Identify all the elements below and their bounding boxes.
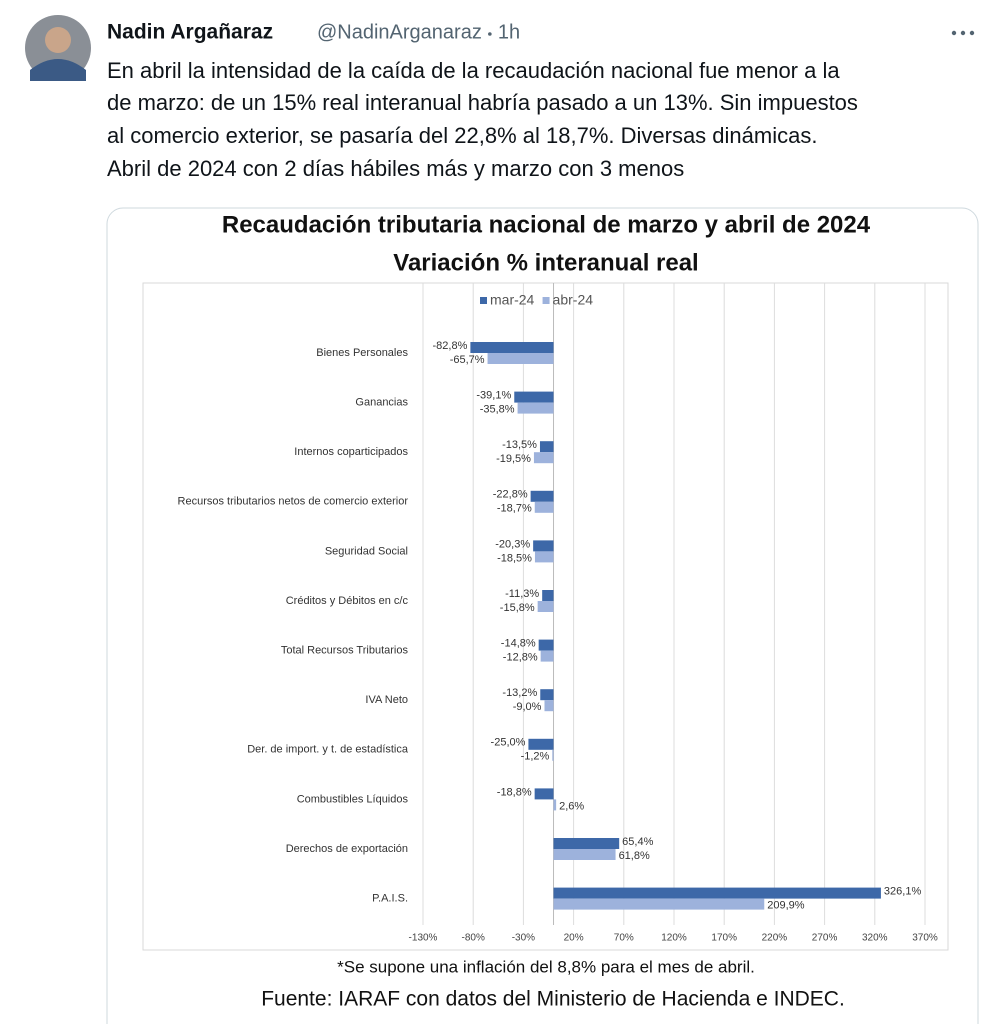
value-label: -65,7% [450,354,485,366]
value-label: -18,8% [497,786,532,798]
value-label: -20,3% [495,538,530,550]
value-label: -13,2% [502,687,537,699]
category-label: Total Recursos Tributarios [281,645,409,657]
bar [537,601,554,612]
value-label: -12,8% [503,652,538,664]
legend-swatch [480,297,487,304]
bar [553,887,881,899]
x-tick-label: 220% [762,933,788,944]
legend-label: abr-24 [553,292,594,308]
bar [540,650,554,662]
bar [487,353,554,364]
avatar-face [45,27,71,53]
bar [534,551,554,563]
bar [517,402,554,414]
bar [552,749,554,761]
category-label: Bienes Personales [316,347,408,359]
value-label: 61,8% [619,850,650,862]
tweet-text: de marzo: de un 15% real interanual habr… [107,90,858,115]
chart-title: Recaudación tributaria nacional de marzo… [222,211,871,238]
category-label: Créditos y Débitos en c/c [286,595,409,607]
bar [540,689,554,701]
x-tick-label: 70% [614,933,634,944]
value-label: -9,0% [513,701,542,713]
value-label: -19,5% [496,453,531,465]
bar [514,391,554,403]
value-label: -15,8% [500,602,535,614]
tweet-text: al comercio exterior, se pasaría del 22,… [107,123,817,148]
bar [528,738,554,750]
x-tick-label: -30% [512,933,535,944]
author-handle[interactable]: @NadinArganaraz [317,21,482,43]
value-label: -22,8% [493,489,528,501]
bar [533,540,554,552]
category-label: Combustibles Líquidos [297,793,409,805]
category-label: Recursos tributarios netos de comercio e… [178,496,409,508]
bar [539,441,554,453]
legend-swatch [542,297,550,304]
value-label: -18,5% [497,552,532,564]
x-tick-label: 370% [912,933,938,944]
bar [542,590,554,601]
value-label: 2,6% [559,800,584,812]
tweet-time[interactable]: 1h [498,21,520,43]
category-label: P.A.I.S. [372,893,408,905]
category-label: IVA Neto [365,694,408,706]
value-label: 326,1% [884,886,922,898]
category-label: Seguridad Social [325,545,408,557]
bar [553,799,557,811]
bar [544,700,554,712]
value-label: 65,4% [622,836,653,848]
media-card[interactable] [106,207,979,1024]
x-tick-label: 170% [711,933,737,944]
x-tick-label: -80% [462,933,485,944]
value-label: -25,0% [491,737,526,749]
category-label: Internos coparticipados [294,446,408,458]
chart-subtitle: Variación % interanual real [393,249,698,276]
more-menu[interactable] [951,30,975,36]
bar [533,452,554,464]
bar [538,639,554,651]
footnote: *Se supone una inflación del 8,8% para e… [337,957,755,976]
bar [553,898,765,910]
x-tick-label: 270% [812,933,838,944]
category-label: Der. de import. y t. de estadística [247,744,409,756]
dot [969,30,975,36]
tweet-text: Abril de 2024 con 2 días hábiles más y m… [107,156,684,181]
legend-label: mar-24 [490,292,535,308]
bar [534,501,554,513]
value-label: -82,8% [433,340,468,352]
value-label: -11,3% [505,588,539,600]
x-tick-label: 320% [862,933,888,944]
source: Fuente: IARAF con datos del Ministerio d… [261,988,845,1011]
bar [534,788,554,800]
plot-frame [142,282,949,951]
value-label: -13,5% [502,439,537,451]
dot [960,30,966,36]
dot [951,30,957,36]
value-label: -35,8% [480,404,515,416]
separator [488,32,492,36]
avatar-body [30,59,86,81]
value-label: -1,2% [521,751,550,763]
bar [553,849,616,860]
category-label: Derechos de exportación [286,843,408,855]
value-label: -18,7% [497,503,532,515]
value-label: -14,8% [501,638,536,650]
bar [470,342,554,353]
value-label: 209,9% [767,900,805,912]
value-label: -39,1% [476,390,511,402]
x-tick-label: 120% [661,933,687,944]
bar [530,490,554,502]
bar [553,838,620,849]
tweet-text: En abril la intensidad de la caída de la… [107,58,840,83]
x-tick-label: 20% [564,933,584,944]
author-name[interactable]: Nadin Argañaraz [107,21,273,44]
category-label: Ganancias [355,397,408,409]
x-tick-label: -130% [409,933,438,944]
